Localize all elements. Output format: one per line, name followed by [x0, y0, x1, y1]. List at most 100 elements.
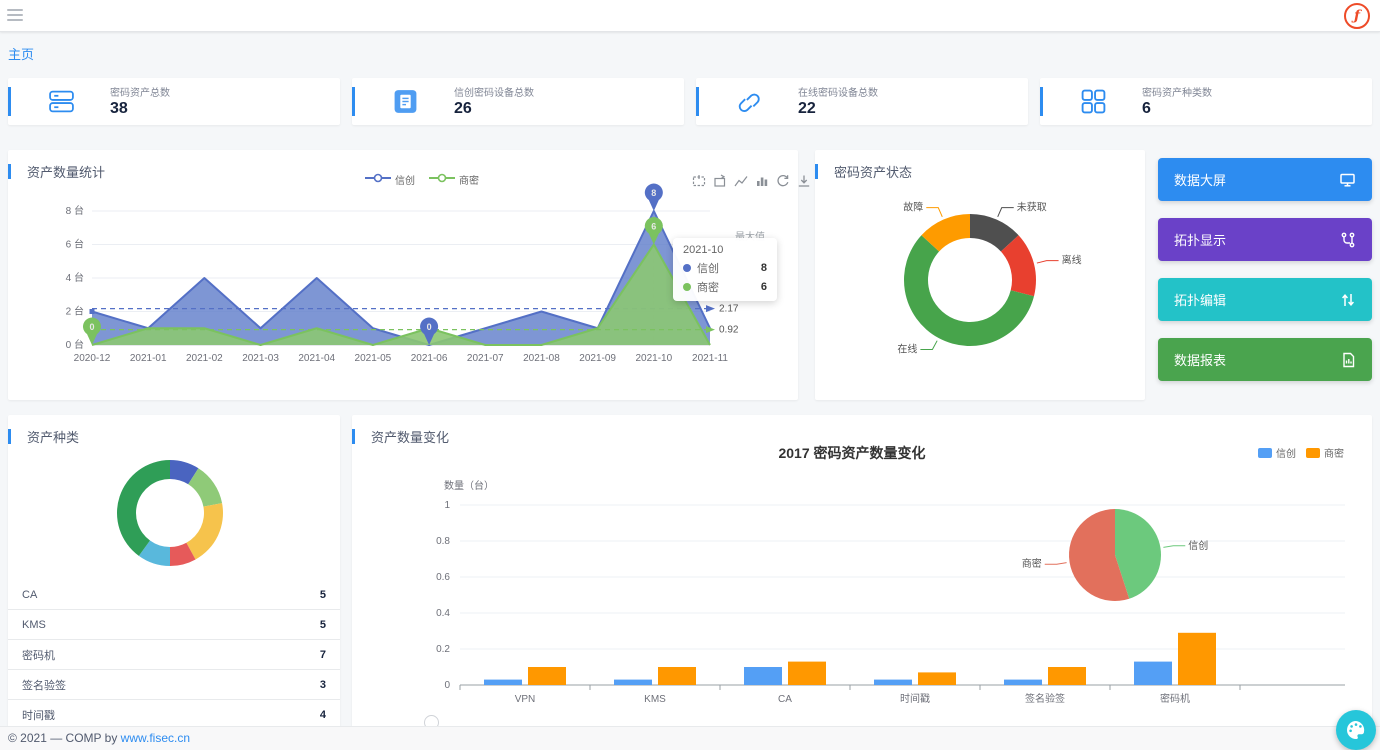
button-label: 数据报表 — [1174, 353, 1227, 368]
title-accent-bar — [8, 164, 11, 179]
svg-text:2021-07: 2021-07 — [467, 353, 504, 364]
line-chart-icon[interactable] — [734, 174, 748, 188]
svg-text:签名验签: 签名验签 — [1025, 692, 1065, 705]
tooltip-row: 商密 6 — [683, 279, 767, 295]
monitor-icon — [1340, 173, 1355, 187]
type-name: KMS — [22, 618, 46, 631]
type-name: CA — [22, 588, 38, 601]
svg-text:2021-09: 2021-09 — [579, 353, 616, 364]
legend-label: 信创 — [1276, 449, 1296, 460]
asset-types-list: CA 5 KMS 5 密码机 7 签名验签 3 时间戳 4 — [8, 580, 340, 730]
asset-types-donut-chart[interactable] — [8, 445, 340, 580]
accent-bar — [1040, 87, 1043, 116]
svg-text:0.6: 0.6 — [436, 572, 450, 583]
legend-label: 商密 — [459, 175, 479, 187]
bar-legend: 信创 商密 — [1258, 445, 1344, 460]
svg-text:2021-03: 2021-03 — [242, 353, 279, 364]
asset-trend-chart[interactable]: 0 台 2 台 4 台 6 台 8 台 2020-12 2021-01 2021-02 2021… — [8, 183, 788, 395]
legend-item-xinchuang[interactable]: 信创 — [1258, 445, 1296, 460]
type-count: 4 — [319, 708, 326, 721]
svg-text:CA: CA — [778, 694, 792, 705]
card-title: 资产种类 — [8, 427, 79, 446]
data-screen-button[interactable]: 数据大屏 — [1158, 158, 1372, 201]
stat-value: 6 — [1142, 100, 1151, 117]
svg-text:2021-01: 2021-01 — [130, 353, 167, 364]
svg-text:KMS: KMS — [644, 694, 666, 705]
topology-edit-button[interactable]: 拓扑编辑 — [1158, 278, 1372, 321]
accent-bar — [352, 87, 355, 116]
tooltip-row: 信创 8 — [683, 260, 767, 276]
tooltip-series-value: 6 — [760, 281, 767, 293]
quick-actions: 数据大屏 拓扑显示 拓扑编辑 数据报表 — [1158, 158, 1372, 398]
topology-icon — [1341, 232, 1355, 247]
data-report-button[interactable]: 数据报表 — [1158, 338, 1372, 381]
topology-view-button[interactable]: 拓扑显示 — [1158, 218, 1372, 261]
download-icon[interactable] — [797, 174, 811, 188]
svg-text:数量（台）: 数量（台） — [444, 479, 494, 492]
svg-text:2020-12: 2020-12 — [74, 353, 111, 364]
legend-label: 商密 — [1324, 449, 1344, 460]
legend-label: 信创 — [395, 175, 415, 187]
bar-chart-icon[interactable] — [755, 174, 769, 188]
svg-text:时间戳: 时间戳 — [900, 692, 930, 705]
card-title: 密码资产状态 — [815, 162, 912, 181]
svg-text:0 台: 0 台 — [66, 338, 84, 351]
svg-text:6 台: 6 台 — [66, 238, 84, 251]
stat-card-online-devices: 在线密码设备总数 22 — [696, 78, 1028, 125]
svg-text:0.92: 0.92 — [719, 325, 739, 336]
asset-change-bar-chart[interactable]: 0 0.2 0.4 0.6 0.8 1 数量（台） VPN KMS CA 时间戳 签名验签 密码机 信创商… — [352, 470, 1372, 740]
svg-text:2021-02: 2021-02 — [186, 353, 223, 364]
chart-toolbox — [692, 174, 811, 188]
svg-text:2021-08: 2021-08 — [523, 353, 560, 364]
max-value-label: 最大值 — [735, 228, 765, 243]
copyright-text: © 2021 — COMP by — [8, 731, 121, 745]
stat-card-total-assets: 密码资产总数 38 — [8, 78, 340, 125]
accent-bar — [696, 87, 699, 116]
card-title-text: 资产数量统计 — [27, 165, 106, 180]
series-dot-icon — [683, 264, 691, 272]
svg-text:2021-04: 2021-04 — [298, 353, 335, 364]
list-item: KMS 5 — [8, 610, 340, 640]
legend-item-shangmi[interactable]: 商密 — [429, 170, 479, 188]
svg-text:信创: 信创 — [1188, 539, 1208, 552]
card-title-text: 资产种类 — [27, 430, 80, 445]
trend-legend: 信创 商密 — [365, 170, 479, 188]
svg-text:1: 1 — [444, 500, 450, 511]
marquee-zoom-icon[interactable] — [692, 174, 706, 188]
list-item: 密码机 7 — [8, 640, 340, 670]
svg-text:6: 6 — [651, 222, 656, 232]
svg-text:故障: 故障 — [903, 201, 923, 214]
card-title-text: 密码资产状态 — [834, 165, 913, 180]
legend-item-xinchuang[interactable]: 信创 — [365, 170, 415, 188]
legend-item-shangmi[interactable]: 商密 — [1306, 445, 1344, 460]
stats-row: 密码资产总数 38 信创密码设备总数 26 — [8, 78, 1372, 125]
svg-text:0.8: 0.8 — [436, 536, 450, 547]
svg-text:2021-10: 2021-10 — [635, 353, 672, 364]
stat-value: 26 — [454, 100, 472, 117]
stat-card-xinchuang-devices: 信创密码设备总数 26 — [352, 78, 684, 125]
svg-text:2021-11: 2021-11 — [692, 353, 728, 364]
svg-text:2021-06: 2021-06 — [411, 353, 448, 364]
svg-text:4 台: 4 台 — [66, 271, 84, 284]
stat-label: 在线密码设备总数 — [798, 88, 878, 99]
chart-title: 2017 密码资产数量变化 — [778, 445, 926, 461]
svg-text:0: 0 — [89, 322, 94, 332]
breadcrumb-home-link[interactable]: 主页 — [8, 47, 35, 62]
type-count: 7 — [319, 648, 326, 661]
asset-types-card: 资产种类 CA 5 KMS 5 密码机 7 签名验签 3 时间戳 4 — [8, 415, 340, 750]
footer-link[interactable]: www.fisec.cn — [120, 731, 191, 745]
type-name: 时间戳 — [22, 709, 55, 722]
card-title-text: 资产数量变化 — [371, 430, 450, 445]
theme-palette-button[interactable] — [1336, 710, 1376, 750]
asset-status-card: 密码资产状态 未获取 离线 在线 故障 — [815, 150, 1145, 400]
list-item: 签名验签 3 — [8, 670, 340, 700]
reset-box-icon[interactable] — [713, 174, 727, 188]
line-legend-marker-icon — [365, 170, 391, 188]
card-title: 资产数量变化 — [352, 427, 449, 446]
refresh-icon[interactable] — [776, 174, 790, 188]
svg-text:VPN: VPN — [515, 694, 536, 705]
palette-icon — [1347, 721, 1365, 739]
menu-toggle-icon[interactable] — [7, 9, 23, 23]
